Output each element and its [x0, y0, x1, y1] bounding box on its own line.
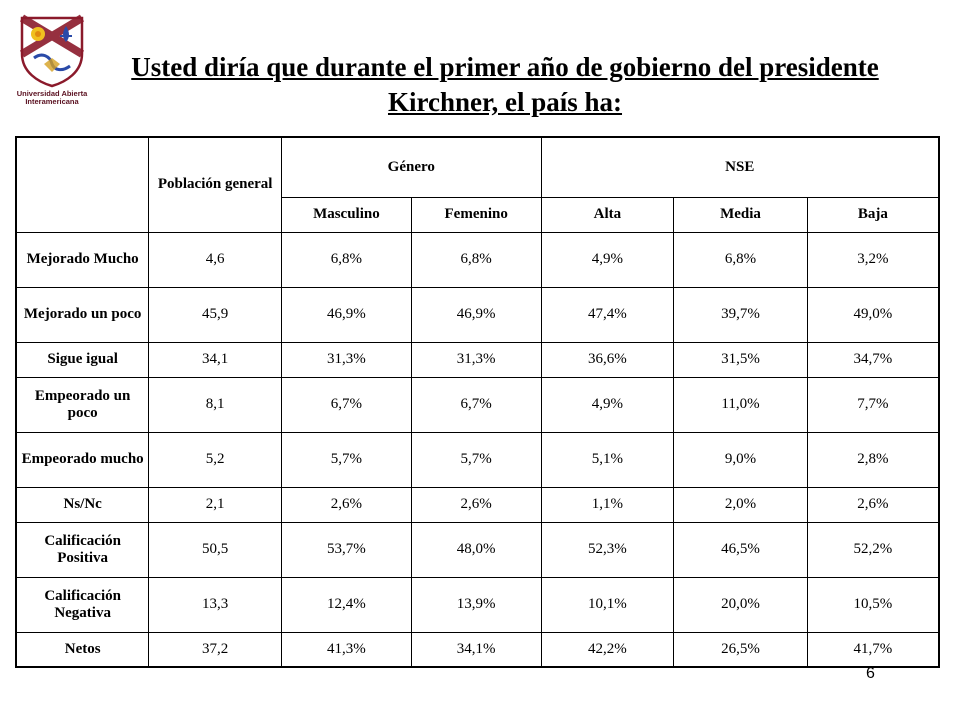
cell-media: 31,5% — [673, 341, 808, 378]
cell-masculino: 6,7% — [281, 376, 412, 433]
cell-femenino: 34,1% — [410, 631, 542, 668]
cell-femenino: 6,8% — [410, 231, 542, 288]
cell-media: 20,0% — [673, 576, 808, 633]
cell-media: 6,8% — [673, 231, 808, 288]
cell-masculino: 53,7% — [281, 521, 412, 578]
cell-baja: 49,0% — [806, 286, 940, 343]
cell-poblacion: 2,1 — [148, 486, 283, 523]
cell-masculino: 6,8% — [281, 231, 412, 288]
cell-masculino: 31,3% — [281, 341, 412, 378]
row-label: Calificación Positiva — [15, 521, 150, 578]
cell-masculino: 41,3% — [281, 631, 412, 668]
cell-alta: 47,4% — [540, 286, 675, 343]
cell-femenino: 13,9% — [410, 576, 542, 633]
header-nse: NSE — [540, 136, 940, 198]
cell-baja: 2,6% — [806, 486, 940, 523]
table-row: Sigue igual 34,1 31,3% 31,3% 36,6% 31,5%… — [15, 341, 940, 378]
cell-femenino: 5,7% — [410, 431, 542, 488]
cell-baja: 52,2% — [806, 521, 940, 578]
cell-baja: 7,7% — [806, 376, 940, 433]
cell-media: 26,5% — [673, 631, 808, 668]
cell-femenino: 2,6% — [410, 486, 542, 523]
table-row: Mejorado Mucho 4,6 6,8% 6,8% 4,9% 6,8% 3… — [15, 231, 940, 288]
cell-poblacion: 37,2 — [148, 631, 283, 668]
corner-empty-cell — [15, 136, 150, 233]
cell-poblacion: 4,6 — [148, 231, 283, 288]
cell-femenino: 6,7% — [410, 376, 542, 433]
cell-alta: 52,3% — [540, 521, 675, 578]
header-genero: Género — [281, 136, 542, 198]
university-logo: Universidad Abierta Interamericana — [16, 14, 88, 110]
cell-baja: 34,7% — [806, 341, 940, 378]
cell-poblacion: 13,3 — [148, 576, 283, 633]
cell-media: 2,0% — [673, 486, 808, 523]
table-row: Ns/Nc 2,1 2,6% 2,6% 1,1% 2,0% 2,6% — [15, 486, 940, 523]
table-row: Calificación Positiva 50,5 53,7% 48,0% 5… — [15, 521, 940, 578]
cell-alta: 42,2% — [540, 631, 675, 668]
row-label: Mejorado un poco — [15, 286, 150, 343]
row-label: Ns/Nc — [15, 486, 150, 523]
table-row: Empeorado mucho 5,2 5,7% 5,7% 5,1% 9,0% … — [15, 431, 940, 488]
cell-media: 39,7% — [673, 286, 808, 343]
header-alta: Alta — [540, 196, 675, 233]
cell-baja: 3,2% — [806, 231, 940, 288]
cell-baja: 41,7% — [806, 631, 940, 668]
cell-femenino: 46,9% — [410, 286, 542, 343]
shield-crest-icon — [19, 14, 85, 88]
header-poblacion-general: Población general — [148, 136, 283, 233]
cell-alta: 5,1% — [540, 431, 675, 488]
cell-alta: 36,6% — [540, 341, 675, 378]
cell-alta: 4,9% — [540, 231, 675, 288]
table-row: Netos 37,2 41,3% 34,1% 42,2% 26,5% 41,7% — [15, 631, 940, 668]
row-label: Empeorado mucho — [15, 431, 150, 488]
page-title: Usted diría que durante el primer año de… — [131, 52, 879, 117]
cell-masculino: 2,6% — [281, 486, 412, 523]
cell-poblacion: 45,9 — [148, 286, 283, 343]
results-table: Población general Género NSE Masculino F… — [15, 136, 940, 668]
header-media: Media — [673, 196, 808, 233]
header-femenino: Femenino — [410, 196, 542, 233]
cell-masculino: 5,7% — [281, 431, 412, 488]
cell-poblacion: 50,5 — [148, 521, 283, 578]
row-label: Mejorado Mucho — [15, 231, 150, 288]
cell-poblacion: 8,1 — [148, 376, 283, 433]
row-label: Calificación Negativa — [15, 576, 150, 633]
cell-media: 11,0% — [673, 376, 808, 433]
header-masculino: Masculino — [281, 196, 412, 233]
cell-poblacion: 5,2 — [148, 431, 283, 488]
cell-baja: 2,8% — [806, 431, 940, 488]
logo-line-1: Universidad Abierta — [16, 89, 88, 98]
table-row: Mejorado un poco 45,9 46,9% 46,9% 47,4% … — [15, 286, 940, 343]
cell-alta: 4,9% — [540, 376, 675, 433]
page-number: 6 — [866, 665, 875, 682]
cell-baja: 10,5% — [806, 576, 940, 633]
cell-femenino: 48,0% — [410, 521, 542, 578]
cell-media: 46,5% — [673, 521, 808, 578]
cell-alta: 10,1% — [540, 576, 675, 633]
cell-alta: 1,1% — [540, 486, 675, 523]
logo-line-2: Interamericana — [25, 97, 79, 106]
row-label: Sigue igual — [15, 341, 150, 378]
cell-masculino: 12,4% — [281, 576, 412, 633]
row-label: Empeorado un poco — [15, 376, 150, 433]
cell-masculino: 46,9% — [281, 286, 412, 343]
cell-femenino: 31,3% — [410, 341, 542, 378]
cell-poblacion: 34,1 — [148, 341, 283, 378]
row-label: Netos — [15, 631, 150, 668]
table-row: Empeorado un poco 8,1 6,7% 6,7% 4,9% 11,… — [15, 376, 940, 433]
cell-media: 9,0% — [673, 431, 808, 488]
logo-caption: Universidad Abierta Interamericana — [16, 90, 88, 106]
table-row: Calificación Negativa 13,3 12,4% 13,9% 1… — [15, 576, 940, 633]
header-baja: Baja — [806, 196, 940, 233]
